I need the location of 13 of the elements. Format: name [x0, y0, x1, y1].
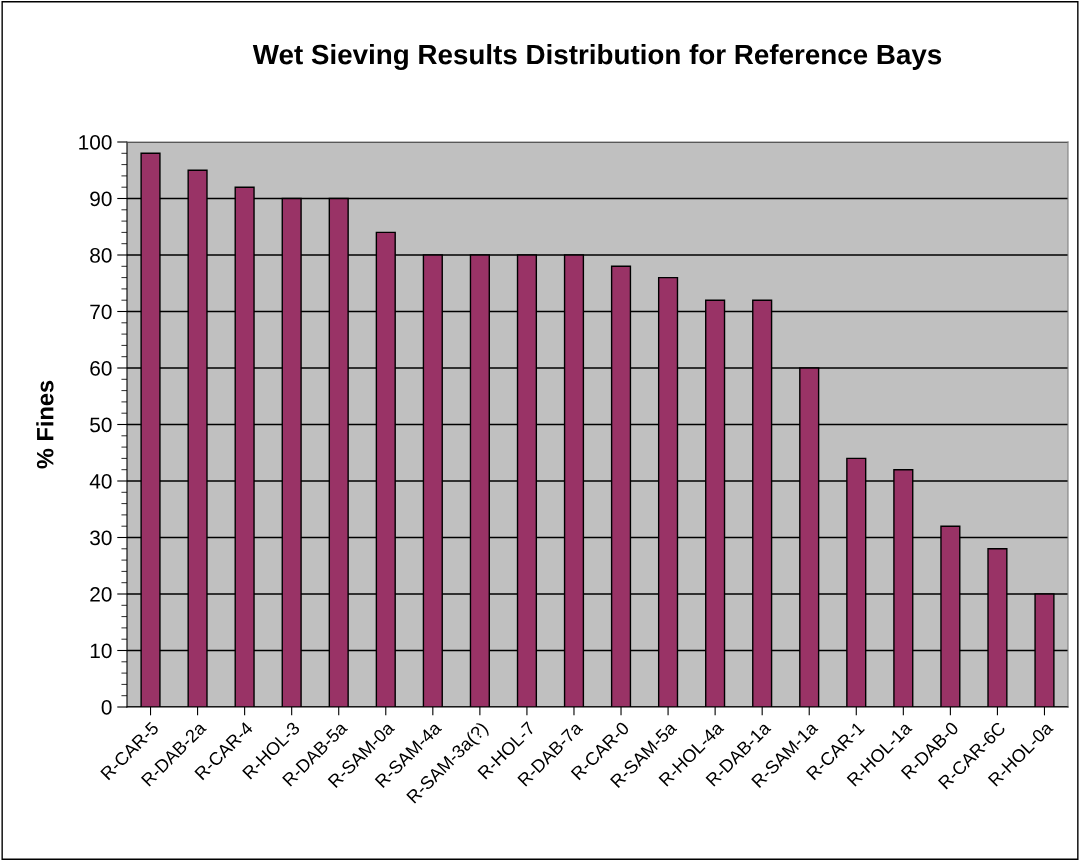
y-tick-label: 50	[90, 417, 112, 433]
y-tick-label: 80	[90, 248, 112, 263]
y-tick-label: 40	[89, 474, 112, 489]
y-tick-label: 20	[90, 587, 112, 602]
y-tick-label: 90	[90, 191, 112, 207]
y-tick-label: 30	[90, 530, 112, 546]
chart-title: Wet Sieving Results Distribution for Reference Bays	[252, 43, 942, 71]
y-tick-label: 60	[90, 361, 112, 376]
y-axis-title: % Fines	[36, 380, 54, 469]
y-tick-label: 100	[79, 135, 112, 150]
y-tick-label: 70	[90, 304, 112, 320]
y-tick-label: 10	[90, 643, 112, 659]
y-tick-label: 0	[101, 700, 112, 715]
